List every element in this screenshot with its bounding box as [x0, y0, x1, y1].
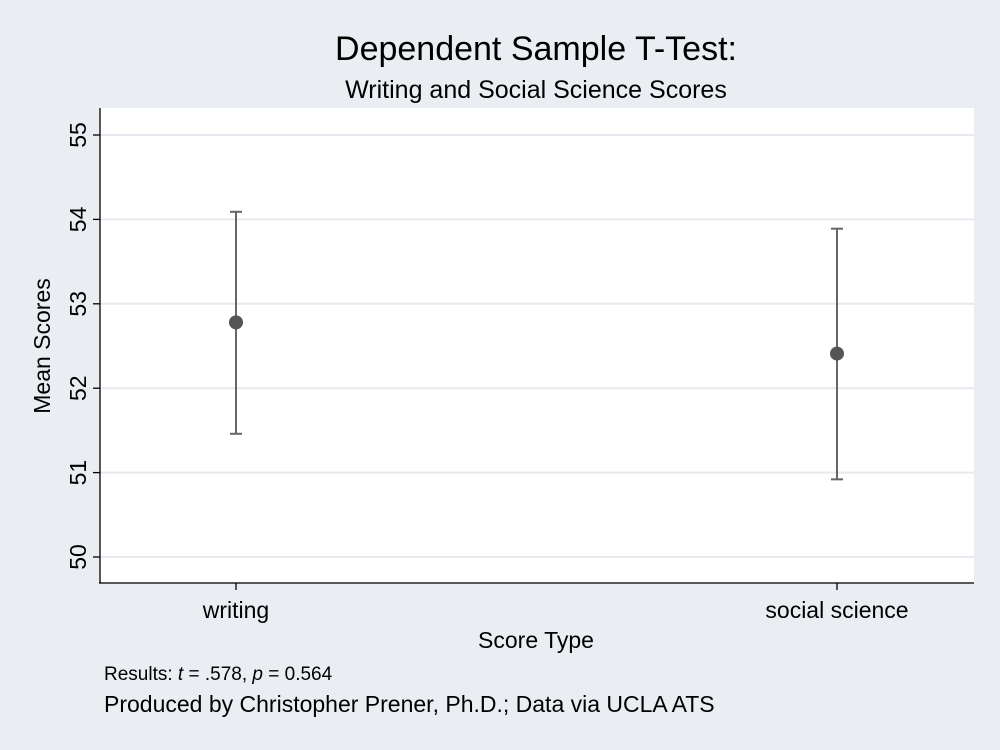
gridlines [100, 134, 974, 558]
data-marks [229, 210, 844, 481]
x-tick-label: social science [765, 597, 908, 623]
y-tick-label: 52 [65, 375, 91, 401]
x-axis-ticks: writing social science [202, 583, 909, 623]
chart-title: Dependent Sample T-Test: [335, 30, 737, 68]
y-axis-ticks: 50 51 52 53 54 55 [65, 122, 100, 570]
y-tick-label: 54 [65, 206, 91, 232]
results-prefix: Results: [104, 664, 178, 685]
t-symbol: t [178, 664, 184, 685]
results-note: Results: t = .578, p = 0.564 [104, 664, 333, 685]
p-value: = 0.564 [263, 664, 333, 685]
mean-point [830, 346, 844, 361]
chart-subtitle: Writing and Social Science Scores [345, 76, 727, 104]
p-symbol: p [251, 664, 263, 685]
x-tick-label: writing [202, 597, 269, 623]
mean-point [229, 315, 243, 330]
y-axis-title: Mean Scores [29, 278, 55, 414]
y-tick-label: 55 [65, 122, 91, 148]
t-value: = .578, [183, 664, 252, 685]
y-tick-label: 53 [65, 291, 91, 317]
y-tick-label: 51 [65, 460, 91, 486]
y-tick-label: 50 [65, 544, 91, 570]
caption: Produced by Christopher Prener, Ph.D.; D… [104, 691, 715, 717]
x-axis-title: Score Type [478, 627, 594, 653]
plot-area [100, 108, 974, 582]
